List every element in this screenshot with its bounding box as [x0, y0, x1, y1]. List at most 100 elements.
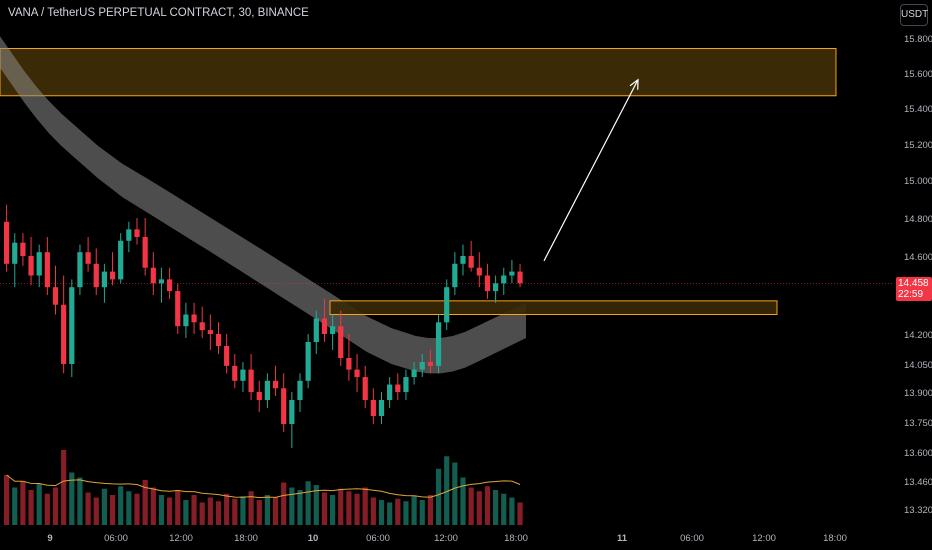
volume-bar [338, 488, 344, 525]
candle-body [224, 346, 230, 366]
volume-bar [460, 477, 466, 525]
volume-bar [69, 472, 75, 525]
volume-bar [330, 495, 336, 525]
y-tick-label: 14.600 [904, 252, 932, 263]
candle-body [517, 271, 523, 284]
projection-arrow [543, 79, 639, 262]
candle-body [460, 256, 466, 264]
candle-body [354, 369, 360, 378]
candle-body [248, 369, 254, 392]
y-tick-label: 13.900 [904, 388, 932, 399]
volume-bar [509, 497, 515, 525]
candle-body [297, 380, 303, 400]
candle-body [134, 229, 140, 237]
candle-body [346, 358, 352, 370]
candle-body [313, 318, 319, 342]
candle-body [101, 271, 107, 288]
volume-bar [224, 493, 230, 525]
volume-bar [240, 496, 246, 525]
candle-body [378, 400, 385, 416]
candle-body [85, 252, 91, 264]
y-tick-label: 15.400 [904, 104, 932, 115]
volume-bar [175, 490, 181, 525]
x-tick-label: 12:00 [434, 533, 458, 544]
candle-body [232, 365, 238, 381]
candle-body [175, 291, 181, 327]
candle-body [476, 267, 482, 276]
volume-bar [427, 495, 433, 525]
candle-body [501, 275, 507, 284]
volume-bar [44, 493, 50, 525]
last-price-tag: 14.458 22:59 [896, 277, 932, 301]
candle-body [509, 271, 515, 276]
candle-body [52, 287, 59, 305]
volume-bar [142, 480, 148, 525]
volume-bar [36, 483, 42, 525]
volume-bar [207, 497, 213, 525]
candle-body [484, 275, 491, 292]
volume-bar [305, 481, 311, 525]
candle-body [36, 252, 42, 276]
candle-body [387, 384, 393, 400]
candle-body [419, 362, 425, 370]
candle-body [256, 392, 262, 400]
support-zone [329, 300, 778, 316]
volume-bar [134, 493, 140, 525]
candle-body [150, 267, 156, 284]
volume-bar [378, 500, 385, 525]
volume-bar [12, 487, 18, 525]
volume-bar [61, 450, 67, 525]
candle-body [272, 380, 279, 389]
candle-body [199, 322, 205, 331]
volume-bar [52, 487, 59, 525]
x-tick-label: 9 [47, 533, 52, 544]
volume-bar [101, 488, 107, 525]
volume-bar [232, 498, 238, 525]
x-tick-label: 06:00 [104, 533, 128, 544]
candle-body [118, 240, 124, 280]
volume-bar [468, 487, 474, 525]
candle-body [93, 263, 99, 288]
candle-body [142, 237, 148, 268]
y-tick-label: 15.600 [904, 69, 932, 80]
volume-bar [264, 495, 270, 525]
volume-bar [248, 491, 254, 525]
x-tick-label: 11 [617, 533, 628, 544]
candle-body [289, 400, 295, 424]
x-tick-label: 18:00 [823, 533, 847, 544]
currency-button[interactable]: USDT [900, 4, 928, 26]
candle-body [493, 283, 499, 292]
volume-bar [484, 486, 491, 525]
volume-bar [272, 497, 279, 525]
volume-bar [297, 490, 303, 525]
candle-body [240, 369, 246, 381]
candle-body [215, 334, 222, 346]
volume-bar [183, 500, 189, 525]
candle-body [338, 326, 344, 358]
candle-body [61, 304, 67, 364]
volume-bar [158, 495, 165, 525]
y-tick-label: 15.200 [904, 140, 932, 151]
volume-bar [150, 487, 156, 525]
volume-bar [370, 497, 376, 525]
volume-bar [395, 498, 401, 525]
candle-body [20, 242, 26, 256]
volume-bar [109, 495, 116, 525]
candle-body [109, 271, 116, 280]
volume-bar [444, 456, 450, 525]
candle-body [77, 252, 83, 288]
candle-body [281, 388, 287, 424]
volume-bar [362, 487, 368, 525]
candle-body [4, 221, 10, 264]
x-tick-label: 18:00 [504, 533, 528, 544]
volume-ma-line [6, 474, 521, 499]
volume-bar [85, 492, 91, 525]
volume-bar [167, 497, 173, 525]
volume-bar [501, 493, 507, 525]
volume-bar [403, 501, 409, 525]
volume-bar [411, 496, 417, 525]
y-tick-label: 15.000 [904, 176, 932, 187]
volume-bar [387, 502, 393, 525]
volume-bar [256, 500, 262, 525]
